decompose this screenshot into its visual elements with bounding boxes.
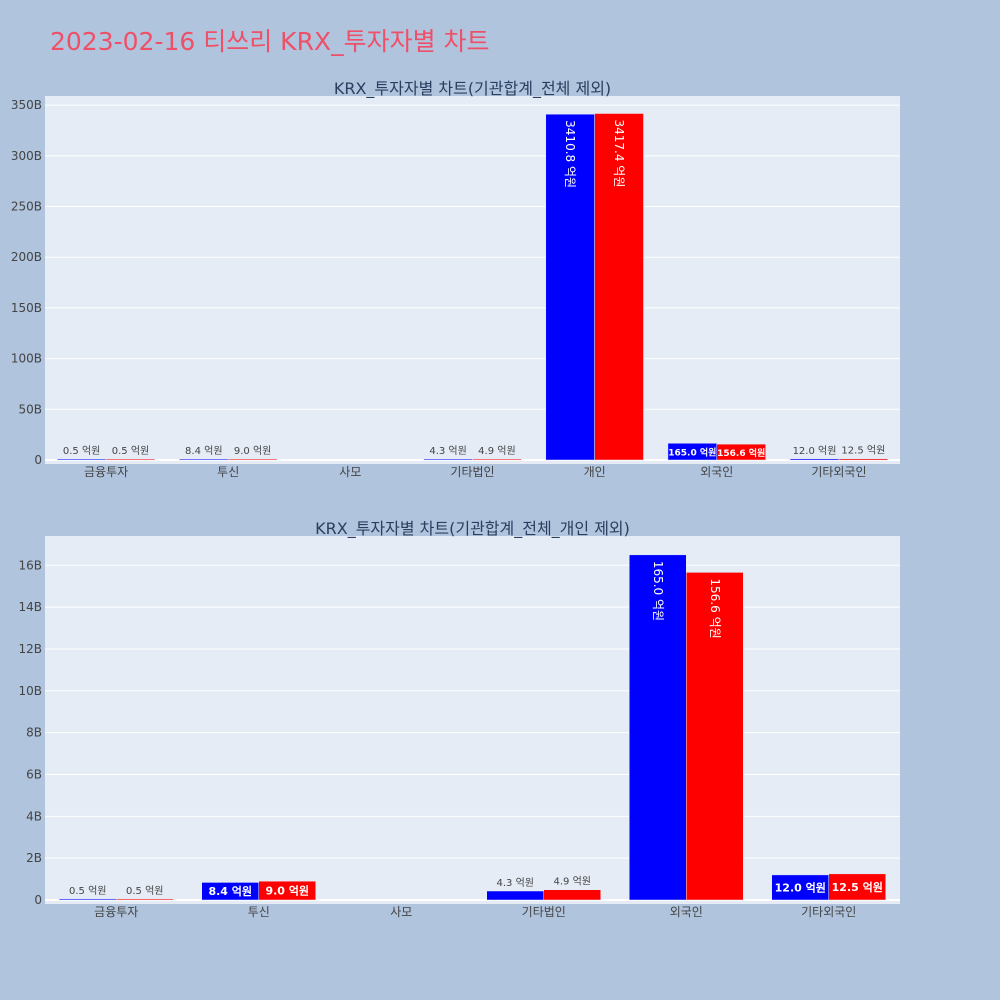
data-label: 4.9 억원 bbox=[478, 445, 515, 457]
bar bbox=[472, 458, 522, 461]
bar bbox=[789, 458, 840, 461]
data-label: 0.5 억원 bbox=[63, 445, 100, 457]
chart-1: 0 50B 100B 150B 200B 250B 300B 350B KRX_투자자별 차트(… bbox=[11, 79, 900, 479]
chart-title: KRX_투자자별 차트(기관합계_전체 제외) bbox=[334, 79, 611, 99]
plot-area bbox=[45, 96, 900, 464]
x-tick-label: 투신 bbox=[248, 905, 270, 919]
data-label: 12.0 억원 bbox=[775, 880, 826, 894]
y-tick-label: 4B bbox=[26, 809, 42, 823]
data-label: 8.4 억원 bbox=[185, 445, 222, 457]
y-tick-label: 350B bbox=[11, 98, 42, 112]
y-tick-label: 2B bbox=[26, 851, 42, 865]
data-label: 12.5 억원 bbox=[841, 445, 885, 457]
data-label: 4.9 억원 bbox=[554, 876, 591, 888]
y-tick-label: 10B bbox=[18, 684, 42, 698]
bar bbox=[486, 890, 544, 901]
data-label: 12.0 억원 bbox=[793, 445, 837, 457]
x-tick-label: 금융투자 bbox=[84, 465, 128, 479]
x-tick-label: 기타외국인 bbox=[801, 905, 856, 919]
y-tick-label: 14B bbox=[18, 600, 42, 614]
y-tick-label: 12B bbox=[18, 642, 42, 656]
data-label: 3417.4 억원 bbox=[612, 120, 626, 188]
x-tick-label: 기타법인 bbox=[450, 465, 494, 479]
data-label: 165.0 억원 bbox=[668, 447, 716, 459]
data-label: 12.5 억원 bbox=[832, 880, 883, 894]
bar bbox=[716, 443, 766, 461]
data-label: 4.3 억원 bbox=[429, 445, 466, 457]
data-label: 3410.8 억원 bbox=[563, 120, 577, 188]
y-tick-label: 0 bbox=[34, 893, 42, 907]
bar bbox=[838, 458, 889, 461]
bar bbox=[545, 113, 595, 461]
y-tick-label: 100B bbox=[11, 352, 42, 366]
bar bbox=[56, 458, 107, 461]
data-label: 165.0 억원 bbox=[651, 561, 665, 621]
bar bbox=[594, 113, 644, 461]
data-label: 0.5 억원 bbox=[69, 885, 106, 897]
y-tick-label: 50B bbox=[18, 402, 42, 416]
bar bbox=[227, 458, 278, 461]
y-tick-label: 150B bbox=[11, 301, 42, 315]
x-tick-label: 외국인 bbox=[700, 465, 733, 479]
data-label: 9.0 억원 bbox=[265, 884, 309, 898]
y-tick-label: 16B bbox=[18, 558, 42, 572]
y-tick-label: 6B bbox=[26, 767, 42, 781]
bar bbox=[59, 898, 117, 901]
bar bbox=[105, 458, 156, 461]
y-tick-label: 200B bbox=[11, 250, 42, 264]
data-label: 0.5 억원 bbox=[126, 885, 163, 897]
y-tick-label: 300B bbox=[11, 149, 42, 163]
data-label: 156.6 억원 bbox=[708, 578, 722, 638]
bar bbox=[771, 874, 829, 901]
data-label: 0.5 억원 bbox=[112, 445, 149, 457]
x-tick-label: 개인 bbox=[584, 465, 606, 479]
y-tick-label: 0 bbox=[34, 453, 42, 467]
x-tick-label: 기타외국인 bbox=[811, 465, 866, 479]
bar bbox=[543, 889, 601, 901]
bar bbox=[258, 880, 316, 901]
chart-title: KRX_투자자별 차트(기관합계_전체_개인 제외) bbox=[315, 519, 630, 539]
plot-area bbox=[45, 536, 900, 904]
y-tick-label: 250B bbox=[11, 200, 42, 214]
bar bbox=[116, 898, 174, 901]
bar bbox=[686, 572, 744, 901]
x-tick-label: 투신 bbox=[217, 465, 239, 479]
x-tick-label: 금융투자 bbox=[94, 905, 138, 919]
y-tick-label: 8B bbox=[26, 726, 42, 740]
data-label: 156.6 억원 bbox=[717, 447, 765, 459]
x-tick-label: 기타법인 bbox=[522, 905, 566, 919]
bar bbox=[828, 873, 886, 901]
data-label: 8.4 억원 bbox=[208, 884, 252, 898]
x-tick-label: 사모 bbox=[339, 465, 361, 479]
bar bbox=[179, 458, 229, 461]
page-title: 2023-02-16 티쓰리 KRX_투자자별 차트 bbox=[50, 27, 490, 56]
bar bbox=[423, 458, 473, 461]
x-tick-label: 사모 bbox=[390, 905, 412, 919]
x-tick-label: 외국인 bbox=[670, 905, 703, 919]
chart-2: 0 2B 4B 6B 8B 10B 12B 14B 16B KRX_투자자별 차트(기관합계_전체… bbox=[18, 519, 900, 919]
data-label: 4.3 억원 bbox=[497, 877, 534, 889]
bar bbox=[629, 554, 687, 901]
data-label: 9.0 억원 bbox=[234, 445, 271, 457]
